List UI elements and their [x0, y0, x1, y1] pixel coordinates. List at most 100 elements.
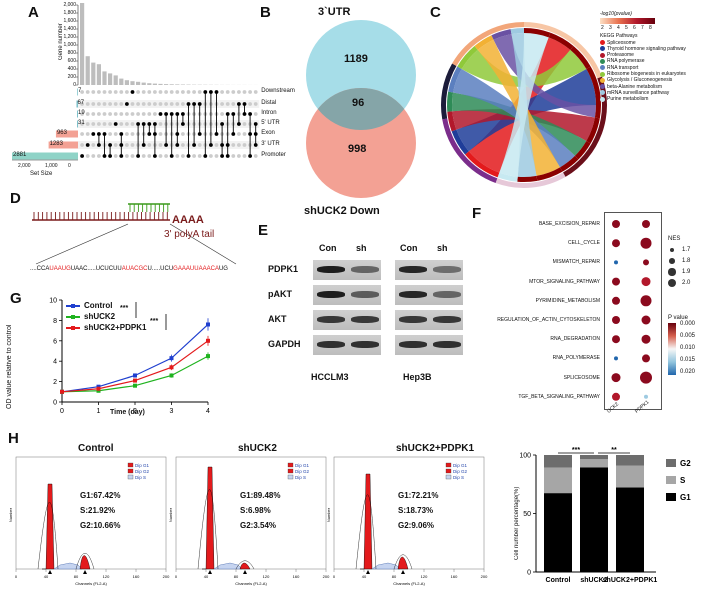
upset-matrix-dot — [85, 122, 90, 126]
upset-matrix-dot — [231, 90, 236, 94]
dotplot-svg — [611, 220, 652, 401]
upset-matrix-dot — [108, 102, 112, 106]
dotplot-dot-pdpk1 — [644, 394, 648, 399]
upset-set-size-value: 1283 — [49, 141, 63, 147]
upset-matrix-dot — [130, 154, 135, 158]
blot-row-label: AKT — [268, 314, 287, 324]
hist-legend-swatch — [127, 474, 134, 480]
hist-g2-value: G2:9.06% — [398, 521, 435, 530]
hist-xtick-label: 120 — [421, 574, 428, 579]
set-size-tick-1000: 1,000 — [45, 163, 58, 169]
upset-intersection-bar — [175, 84, 180, 85]
upset-set-size-bar — [55, 130, 78, 138]
upset-matrix-dot — [153, 112, 157, 116]
growth-point — [96, 384, 101, 389]
chord-scale-tick: 4 — [617, 25, 620, 31]
upset-set-size-value: 963 — [56, 130, 67, 136]
upset-matrix-dot — [197, 154, 202, 158]
dotplot-dot-uck2 — [612, 296, 620, 305]
upset-matrix-dot — [164, 102, 169, 106]
hist-xtick-label: 200 — [481, 574, 488, 579]
chord-legend-label: Thyroid hormone signaling pathway — [607, 45, 686, 52]
hist-legend-swatch — [287, 468, 294, 474]
hist-g1-peak — [42, 483, 55, 570]
dotplot-pathway-label: RNA_DEGRADATION — [550, 336, 600, 343]
upset-matrix-dot — [225, 102, 230, 106]
bar-legend-label: S — [680, 476, 686, 485]
chord-legend-swatch — [600, 71, 605, 77]
blot-band — [433, 341, 461, 348]
upset-ytick-label: 600 — [67, 58, 76, 64]
upset-matrix-dot — [108, 90, 112, 94]
growth-point — [206, 338, 210, 343]
upset-matrix-dot — [164, 154, 169, 158]
upset-matrix-dot — [253, 102, 258, 106]
hist-legend-label: Dip S — [453, 475, 464, 480]
hist-outline — [37, 502, 95, 570]
chord-legend-label: beta-Alanine metabolism — [607, 83, 663, 90]
growth-ytick-label: 10 — [49, 298, 57, 305]
chord-scale-tick: 6 — [633, 25, 636, 31]
blot-band — [399, 341, 427, 348]
hist-s-region — [371, 562, 401, 570]
upset-set-size-bar — [77, 88, 78, 96]
hist-g1-peak — [202, 466, 215, 570]
upset-matrix-dot — [91, 90, 96, 94]
upset-matrix-dot — [153, 90, 157, 94]
growth-xlabel: Time (day) — [110, 409, 145, 416]
upset-matrix-dot — [253, 112, 258, 116]
nes-legend-label: 1.7 — [682, 247, 691, 253]
upset-matrix-dot — [80, 90, 84, 94]
upset-set-label: Distal — [261, 100, 277, 106]
growth-legend-label: shUCK2+PDPK1 — [84, 323, 147, 332]
venn-count-overlap: 96 — [352, 97, 365, 109]
upset-matrix-dot — [214, 154, 219, 158]
upset-ytick-label: 0 — [73, 82, 76, 88]
upset-matrix-dot — [242, 90, 247, 94]
bar-category-label: shUCK2 — [580, 577, 607, 584]
dotplot-pathway-label: RNA_POLYMERASE — [552, 355, 600, 362]
blot-strip — [313, 310, 381, 330]
upset-matrix-dot — [253, 90, 258, 94]
upset-set-size-bar — [77, 120, 78, 128]
chord-scale-bar — [600, 18, 655, 24]
upset-matrix-dot — [130, 132, 135, 136]
blot-strip — [395, 285, 463, 305]
panel-label-a: A — [28, 4, 39, 21]
upset-matrix-dot — [158, 143, 163, 147]
upset-intersection-bar — [108, 73, 113, 85]
bar-category-label: Control — [546, 577, 571, 584]
chord-inner-arc — [448, 66, 462, 93]
growth-legend-marker — [71, 314, 75, 319]
upset-matrix-dot — [253, 154, 258, 158]
venn-count-bottom: 998 — [348, 143, 367, 155]
blot-col-sh-1: sh — [356, 243, 367, 253]
upset-matrix-dot — [181, 154, 185, 158]
hist-s-value: S:6.98% — [240, 506, 271, 515]
upset-set-label: 5' UTR — [261, 120, 280, 126]
dotplot-dot-uck2 — [614, 356, 618, 361]
hist-xlabel: Channels (FL2-A) — [393, 581, 425, 586]
upset-set-size-bar — [12, 152, 78, 160]
hist-legend-swatch — [445, 468, 452, 474]
hist-xtick-label: 40 — [362, 574, 367, 579]
growth-xtick-label: 3 — [170, 408, 174, 415]
blot-strip — [395, 310, 463, 330]
upset-set-size-bar — [77, 110, 78, 118]
chord-inner-arc — [510, 28, 524, 35]
growth-xtick-label: 4 — [206, 408, 210, 415]
blot-row-label: GAPDH — [268, 339, 301, 349]
hist-legend-label: Dip G2 — [453, 469, 468, 474]
upset-matrix-dot — [108, 122, 112, 126]
upset-intersection-bar — [80, 3, 85, 85]
chord-scale-tick: 5 — [625, 25, 628, 31]
chord-legend-label: Spliceosome — [607, 39, 636, 46]
hist-xtick-label: 80 — [74, 574, 79, 579]
chord-inner-arc — [560, 155, 579, 172]
hist-ylabel: Number — [8, 507, 13, 522]
upset-matrix-dot — [181, 102, 185, 106]
chord-legend-swatch — [600, 46, 605, 52]
hist-ylabel: Number — [168, 507, 173, 522]
upset-matrix-dot — [141, 90, 146, 94]
upset-matrix-dot — [158, 122, 163, 126]
